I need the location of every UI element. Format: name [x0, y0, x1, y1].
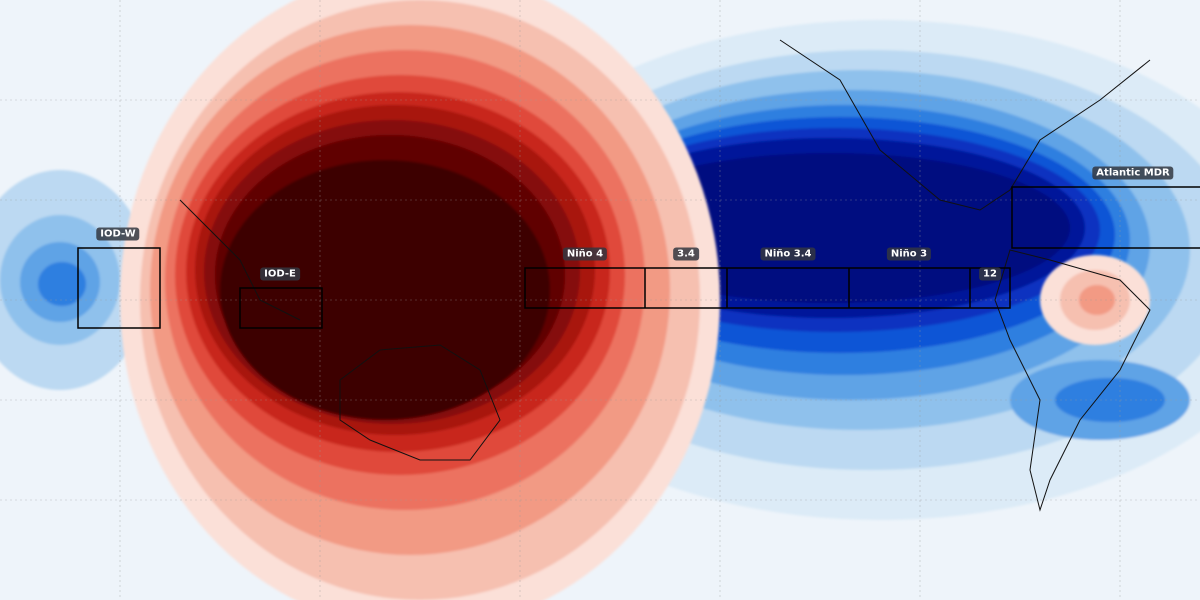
- region-label: Atlantic MDR: [1092, 166, 1174, 180]
- region-label: IOD-E: [260, 267, 300, 281]
- index-boxes: [77, 186, 1200, 329]
- region-label: 12: [979, 267, 1001, 281]
- region-label: Niño 4: [562, 247, 608, 261]
- warm-anomaly: [120, 0, 1150, 600]
- region-label: 3.4: [673, 247, 699, 261]
- coastlines: [179, 39, 1151, 512]
- region-label: IOD-W: [96, 227, 140, 241]
- region-label: Niño 3: [886, 247, 932, 261]
- region-label: Niño 3.4: [760, 247, 816, 261]
